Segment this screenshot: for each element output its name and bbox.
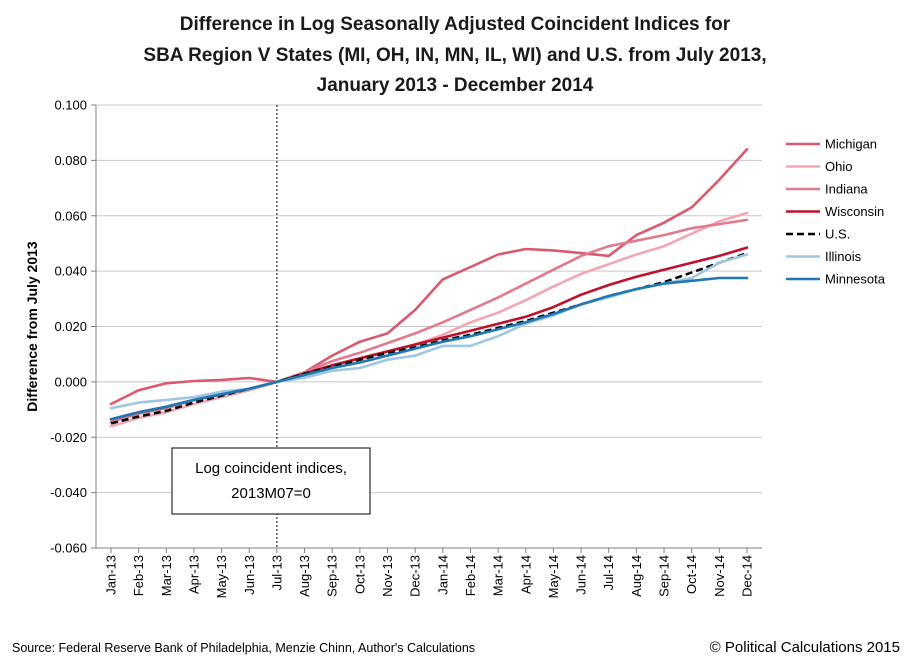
y-tick-label: -0.040 [50, 485, 87, 500]
x-tick-label: May-13 [214, 555, 229, 598]
x-tick-labels: Jan-13 Feb-13 Mar-13 Apr-13 May-13 Jun-13 Jul-… [104, 555, 755, 598]
y-axis-title: Difference from July 2013 [24, 241, 40, 412]
x-tick-label: May-14 [546, 555, 561, 598]
legend-label: Wisconsin [825, 204, 884, 219]
chart-title: Difference in Log Seasonally Adjusted Co… [143, 14, 766, 96]
x-tick-label: Nov-14 [712, 555, 727, 597]
x-tick-label: Oct-13 [352, 555, 367, 594]
x-tick-label: Dec-14 [740, 555, 755, 597]
x-tick-label: Oct-14 [684, 555, 699, 594]
axes [91, 104, 762, 553]
series-line-illinois [109, 253, 749, 410]
x-tick-label: Jan-14 [435, 555, 450, 595]
series-line-minnesota [109, 276, 749, 421]
x-tick-label: Apr-14 [518, 555, 533, 594]
source-note: Source: Federal Reserve Bank of Philadel… [12, 641, 475, 655]
annotation-line-1: Log coincident indices, [195, 460, 347, 477]
x-tick-label: Mar-13 [159, 555, 174, 596]
x-tick-label: Apr-13 [186, 555, 201, 594]
x-tick-label: Sep-13 [325, 555, 340, 597]
annotation-box: Log coincident indices, 2013M07=0 [171, 447, 371, 515]
y-tick-label: -0.020 [50, 430, 87, 445]
legend: Michigan Ohio Indiana Wisconsin U.S. Illinois… [786, 137, 886, 287]
legend-label: Indiana [825, 182, 868, 197]
x-tick-label: Aug-14 [629, 555, 644, 597]
y-tick-label: 0.060 [54, 208, 87, 223]
y-tick-label: 0.020 [54, 319, 87, 334]
legend-label: Michigan [825, 137, 877, 152]
series-lines [109, 148, 749, 428]
x-tick-label: Jun-13 [242, 555, 257, 595]
chart-title-line-1: Difference in Log Seasonally Adjusted Co… [180, 14, 731, 35]
x-tick-label: Mar-14 [491, 555, 506, 596]
x-tick-label: Feb-14 [463, 555, 478, 596]
y-tick-label: 0.100 [54, 98, 87, 113]
y-tick-label: 0.080 [54, 153, 87, 168]
legend-label: Illinois [825, 249, 862, 264]
x-tick-label: Nov-13 [380, 555, 395, 597]
x-tick-label: Jun-14 [574, 555, 589, 595]
legend-label: Minnesota [825, 272, 886, 287]
series-line-ohio [109, 211, 749, 428]
x-tick-label: Feb-13 [131, 555, 146, 596]
y-tick-label: -0.060 [50, 541, 87, 556]
annotation-line-2: 2013M07=0 [231, 485, 311, 502]
x-tick-label: Sep-14 [657, 555, 672, 597]
y-tick-labels: -0.060 -0.040 -0.020 0.000 0.020 0.040 0.060 0.… [50, 98, 87, 556]
annotation-frame [171, 447, 371, 515]
series-line-michigan [109, 148, 749, 406]
x-tick-label: Jan-13 [104, 555, 119, 595]
chart-title-line-2: SBA Region V States (MI, OH, IN, MN, IL,… [143, 45, 766, 66]
y-tick-label: 0.000 [54, 374, 87, 389]
x-tick-label: Jul-14 [601, 555, 616, 590]
x-tick-label: Aug-13 [297, 555, 312, 597]
legend-label: Ohio [825, 159, 852, 174]
x-tick-label: Dec-13 [408, 555, 423, 597]
y-tick-label: 0.040 [54, 264, 87, 279]
x-tick-label: Jul-13 [269, 555, 284, 590]
copyright-credit: © Political Calculations 2015 [710, 639, 900, 656]
chart-title-line-3: January 2013 - December 2014 [317, 75, 594, 96]
legend-label: U.S. [825, 227, 850, 242]
